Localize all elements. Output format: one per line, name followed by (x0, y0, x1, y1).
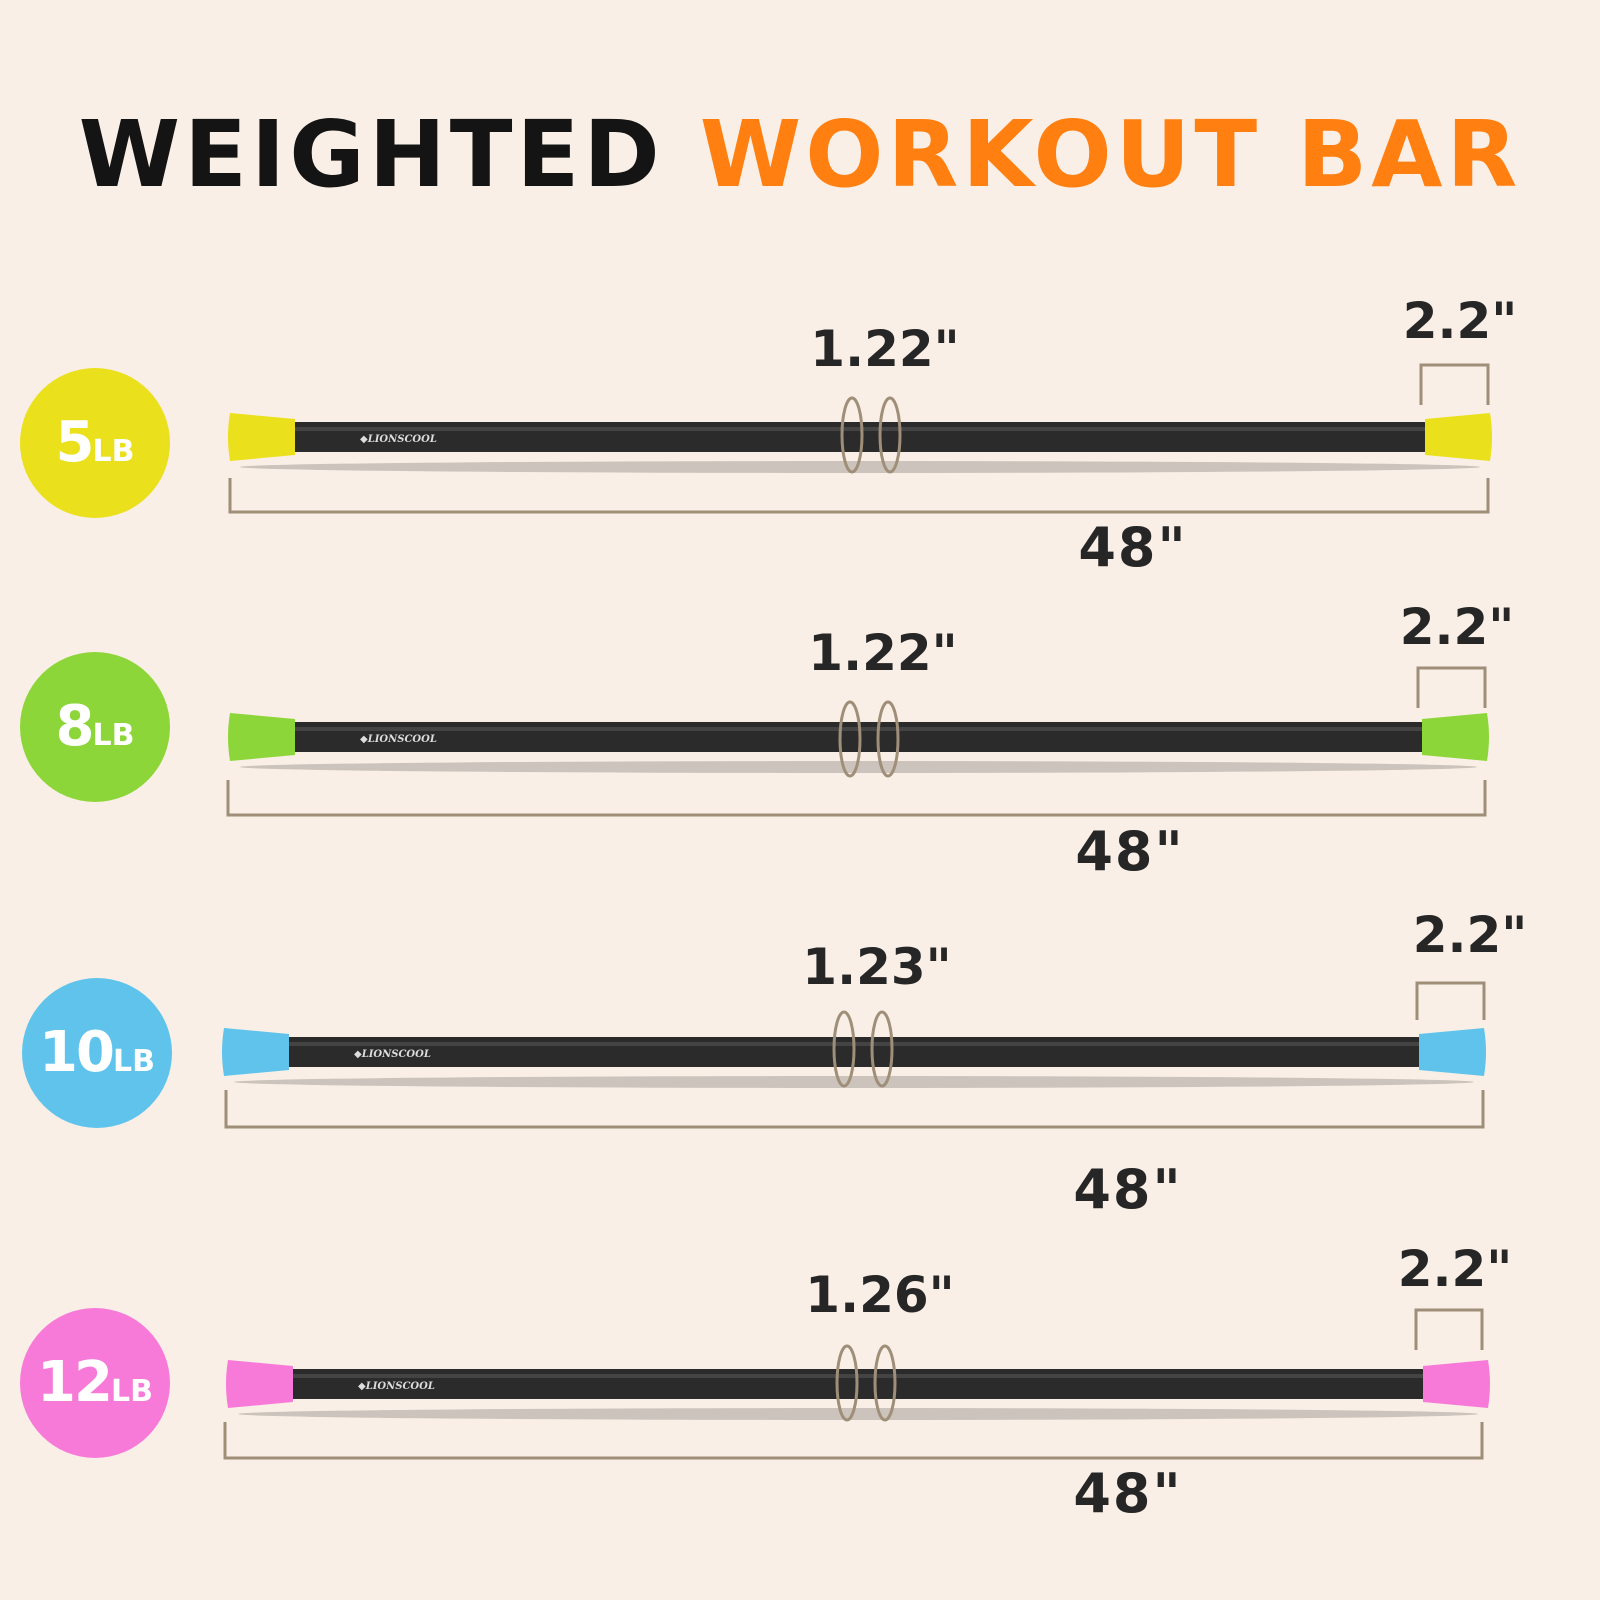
length-label: 48" (1073, 1462, 1183, 1525)
end-cap-right (1423, 1360, 1490, 1408)
brand-logo: ◆LIONSCOOL (354, 1049, 431, 1060)
diameter-ring-icon (840, 396, 864, 474)
weight-value: 12 (37, 1350, 113, 1415)
diameter-ring-icon (876, 700, 900, 778)
cap-width-bracket (1419, 363, 1490, 405)
brand-logo: ◆LIONSCOOL (358, 1381, 435, 1392)
weight-value: 10 (39, 1020, 115, 1085)
length-label: 48" (1075, 820, 1185, 883)
cap-width-bracket (1414, 1308, 1484, 1350)
weight-badge: 10 LB (22, 978, 172, 1128)
cap-width-bracket (1416, 666, 1487, 708)
diameter-label: 1.26" (805, 1266, 955, 1324)
diameter-ring-icon (878, 396, 902, 474)
end-cap-right (1419, 1028, 1486, 1076)
cap-width-bracket (1415, 981, 1486, 1020)
end-cap-left (228, 713, 295, 761)
brand-logo: ◆LIONSCOOL (360, 434, 437, 445)
diameter-ring-icon (873, 1344, 897, 1422)
diameter-ring-icon (835, 1344, 859, 1422)
weight-badge: 5 LB (20, 368, 170, 518)
cap-width-label: 2.2" (1397, 1240, 1513, 1298)
weight-unit: LB (92, 718, 135, 753)
length-bracket (223, 1422, 1484, 1460)
end-cap-right (1422, 713, 1489, 761)
bar-shaft-highlight (284, 1042, 1419, 1046)
cap-width-label: 2.2" (1399, 598, 1515, 656)
bar-shaft-highlight (290, 427, 1425, 431)
diameter-ring-icon (870, 1010, 894, 1088)
weight-unit: LB (112, 1044, 155, 1079)
weight-badge: 12 LB (20, 1308, 170, 1458)
weight-value: 8 (55, 694, 95, 759)
length-bracket (224, 1090, 1485, 1129)
weight-unit: LB (92, 434, 135, 469)
bar-shadow (234, 1076, 1474, 1088)
weight-badge: 8 LB (20, 652, 170, 802)
end-cap-right (1425, 413, 1492, 461)
title-part-1: WEIGHTED (78, 101, 664, 208)
title-part-2: WORKOUT BAR (699, 101, 1522, 208)
diameter-label: 1.22" (810, 320, 960, 378)
bar-shadow (240, 461, 1480, 473)
brand-logo: ◆LIONSCOOL (360, 734, 437, 745)
length-label: 48" (1078, 516, 1188, 579)
end-cap-left (222, 1028, 289, 1076)
weight-unit: LB (110, 1374, 153, 1409)
length-label: 48" (1073, 1158, 1183, 1221)
diameter-label: 1.23" (802, 938, 952, 996)
diameter-ring-icon (832, 1010, 856, 1088)
page-title: WEIGHTED WORKOUT BAR (0, 100, 1600, 210)
end-cap-left (226, 1360, 293, 1408)
weight-value: 5 (55, 410, 95, 475)
bar-shaft-highlight (290, 727, 1422, 731)
cap-width-label: 2.2" (1402, 292, 1518, 350)
length-bracket (228, 478, 1490, 514)
bar-shadow (240, 761, 1477, 773)
diameter-label: 1.22" (808, 624, 958, 682)
diameter-ring-icon (838, 700, 862, 778)
cap-width-label: 2.2" (1412, 906, 1528, 964)
end-cap-left (228, 413, 295, 461)
bar-shadow (238, 1408, 1478, 1420)
length-bracket (226, 780, 1487, 817)
